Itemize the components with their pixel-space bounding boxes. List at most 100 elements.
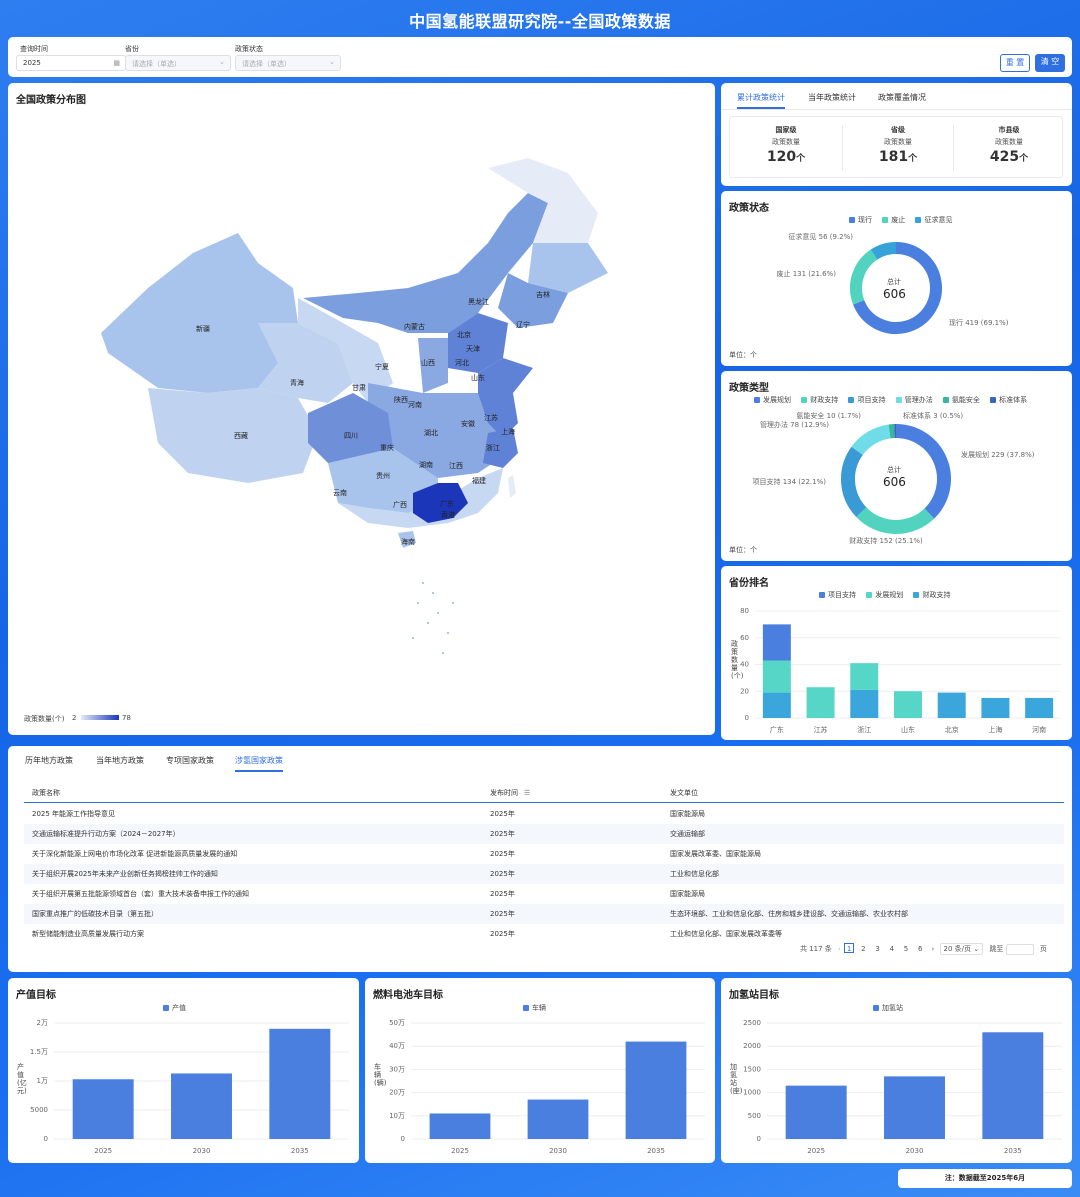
goto-input[interactable] <box>1005 943 1034 955</box>
target-chart-output[interactable]: 0 5000 1万 1.5万 2万 2025 2030 2035 <box>8 978 359 1163</box>
map-label-5: 内蒙古 <box>404 323 425 331</box>
table-row[interactable]: 国家重点推广的低碳技术目录（第五批） 2025年 生态环境部、工业和信息化部、住房和… <box>24 904 1064 924</box>
slice-财政支持[interactable] <box>856 507 935 534</box>
bar-2030[interactable] <box>884 1076 945 1139</box>
bar-财政支持-浙江[interactable] <box>850 689 879 718</box>
time-label: 查询时间 <box>20 45 48 53</box>
y-tick: 1.5万 <box>30 1048 48 1056</box>
bar-财政支持-北京[interactable] <box>937 692 966 718</box>
region-north <box>448 313 508 373</box>
stat-provincial: 省级 政策数量 181个 <box>842 125 954 171</box>
page-2[interactable]: 2 <box>861 945 866 953</box>
status-center-label: 总计 <box>887 278 901 286</box>
type-total: 606 <box>883 475 906 489</box>
page-size-select[interactable]: 20 条/页 ⌄ <box>939 943 984 955</box>
bar-发展规划-山东[interactable] <box>894 691 922 718</box>
bar-发展规划-浙江[interactable] <box>850 663 879 690</box>
slice-现行[interactable] <box>853 242 942 334</box>
map-label-22: 浙江 <box>486 444 500 452</box>
type-donut[interactable]: 发展规划 229 (37.8%) 财政支持 152 (25.1%) 项目支持 134… <box>721 371 1072 561</box>
bar-2025[interactable] <box>785 1085 847 1139</box>
reset-button[interactable]: 重 置 <box>1000 54 1030 72</box>
x-tick: 2030 <box>906 1147 924 1155</box>
slice-label-氨能安全: 氨能安全 10 (1.7%) <box>796 411 861 420</box>
page-3[interactable]: 3 <box>875 945 880 953</box>
time-select[interactable]: 2025 ▦ <box>16 55 126 71</box>
table-row[interactable]: 新型储能制造业高质量发展行动方案 2025年 工业和信息化部、国家发展改革委等 <box>32 930 782 938</box>
bar-2030[interactable] <box>171 1073 232 1139</box>
status-select[interactable]: 请选择（单选） ⌄ <box>235 55 341 71</box>
y-tick: 30万 <box>389 1065 405 1073</box>
china-map[interactable] <box>8 83 715 735</box>
slice-发展规划[interactable] <box>895 424 951 519</box>
page-5[interactable]: 5 <box>903 945 909 953</box>
tab-current-local[interactable]: 当年地方政策 <box>96 756 144 765</box>
tab-history-local[interactable]: 历年地方政策 <box>25 756 73 765</box>
x-tick: 2025 <box>451 1147 469 1155</box>
target-chart-stations[interactable]: 0 500 1000 1500 2000 2500 2025 2030 2035 <box>721 978 1072 1163</box>
province-select[interactable]: 请选择（单选） ⌄ <box>125 55 231 71</box>
y-tick: 1000 <box>743 1089 761 1097</box>
chevron-down-icon: ⌄ <box>329 58 335 66</box>
sort-icon[interactable]: ☰ <box>524 789 531 797</box>
tab-cumulative[interactable]: 累计政策统计 <box>737 92 785 109</box>
page-1[interactable]: 1 <box>844 943 855 953</box>
slice-废止[interactable] <box>850 249 878 305</box>
bar-2025[interactable] <box>72 1079 134 1139</box>
map-label-13: 山东 <box>471 374 485 382</box>
y-tick: 1500 <box>743 1065 761 1073</box>
prev-icon[interactable]: ‹ <box>838 945 841 953</box>
bar-财政支持-上海[interactable] <box>981 697 1010 718</box>
bar-2035[interactable] <box>625 1041 687 1139</box>
bar-发展规划-广东[interactable] <box>762 660 791 693</box>
slice-label-废止: 废止 131 (21.6%) <box>776 269 836 278</box>
x-tick: 2025 <box>807 1147 825 1155</box>
tab-special-national[interactable]: 专项国家政策 <box>166 756 214 765</box>
bar-财政支持-河南[interactable] <box>1025 697 1054 718</box>
target-chart-vehicles[interactable]: 0 10万 20万 30万 40万 50万 2025 2030 2035 <box>365 978 715 1163</box>
region-liaoning <box>498 273 568 328</box>
bar-财政支持-广东[interactable] <box>762 692 791 718</box>
slice-征求意见[interactable] <box>870 242 897 260</box>
region-sichuan <box>308 393 393 463</box>
status-unit: 单位：个 <box>729 351 757 359</box>
clear-button[interactable]: 清 空 <box>1035 54 1065 72</box>
bar-2025[interactable] <box>429 1113 491 1139</box>
x-tick: 山东 <box>901 725 915 734</box>
status-donut[interactable]: 现行 419 (69.1%) 废止 131 (21.6%) 征求意见 56 (9.2… <box>721 191 1072 366</box>
target-ylabel: 产值(亿元) <box>17 1063 27 1095</box>
province-label: 省份 <box>125 45 139 53</box>
page-title: 中国氢能联盟研究院--全国政策数据 <box>409 12 671 31</box>
table-row[interactable]: 交通运输标准提升行动方案（2024－2027年） 2025年 交通运输部 <box>24 824 1064 844</box>
next-icon[interactable]: › <box>931 945 935 953</box>
slice-label-征求意见: 征求意见 56 (9.2%) <box>788 232 853 241</box>
bar-2035[interactable] <box>269 1028 331 1139</box>
bar-2035[interactable] <box>982 1032 1044 1139</box>
slice-项目支持[interactable] <box>841 446 867 517</box>
slice-label-财政支持: 财政支持 152 (25.1%) <box>849 536 923 545</box>
page-4[interactable]: 4 <box>889 945 895 953</box>
rank-chart[interactable]: 0 20 40 60 80 广东 江苏 浙江 山东 北京 上海 河南 <box>721 566 1072 740</box>
tab-hydrogen-national[interactable]: 涉氢国家政策 <box>235 755 283 772</box>
x-tick: 浙江 <box>857 725 871 734</box>
slice-label-现行: 现行 419 (69.1%) <box>949 318 1009 327</box>
type-unit: 单位：个 <box>729 546 757 554</box>
bar-项目支持-广东[interactable] <box>762 624 791 661</box>
region-central <box>368 383 508 478</box>
page-6[interactable]: 6 <box>918 945 923 953</box>
slice-label-管理办法: 管理办法 78 (12.9%) <box>760 420 829 429</box>
tab-current-year[interactable]: 当年政策统计 <box>808 93 856 102</box>
x-tick: 2035 <box>1004 1147 1022 1155</box>
bar-发展规划-江苏[interactable] <box>806 687 835 718</box>
table-row[interactable]: 关于组织开展2025年未来产业创新任务揭榜挂帅工作的通知 2025年 工业和信息化部 <box>24 864 1064 884</box>
y-tick: 60 <box>740 634 749 642</box>
map-label-3: 甘肃 <box>352 384 366 392</box>
bar-2030[interactable] <box>527 1099 589 1139</box>
stat-city: 市县级 政策数量 425个 <box>989 126 1029 165</box>
table-row[interactable]: 关于组织开展第五批能源领域首台（套）重大技术装备申报工作的通知 2025年 国家能源… <box>32 890 705 898</box>
table-row[interactable]: 2025 年能源工作指导意见 2025年 国家能源局 <box>32 810 705 818</box>
region-shandong <box>478 358 533 393</box>
tab-coverage[interactable]: 政策覆盖情况 <box>878 93 926 102</box>
table-row[interactable]: 关于深化新能源上网电价市场化改革 促进新能源高质量发展的通知 2025年 国家发展改… <box>32 850 761 858</box>
slice-管理办法[interactable] <box>851 424 891 456</box>
